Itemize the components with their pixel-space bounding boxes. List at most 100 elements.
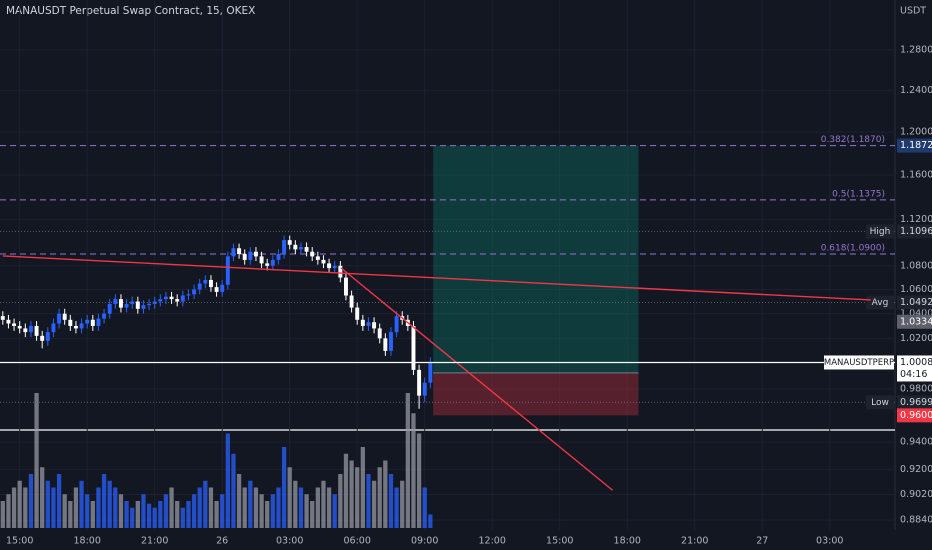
candle-body xyxy=(332,265,337,269)
x-tick-label: 09:00 xyxy=(411,536,438,547)
candle-body xyxy=(85,319,90,324)
candle-body xyxy=(276,254,281,260)
candle-body xyxy=(0,316,5,320)
price-badge-label: 1.0492 xyxy=(900,297,932,308)
candle-body xyxy=(147,303,152,306)
candle-body xyxy=(102,313,107,319)
price-badge xyxy=(897,295,932,310)
volume-bar xyxy=(281,447,287,528)
candle-body xyxy=(208,279,213,288)
volume-bar xyxy=(175,501,180,528)
candle-body xyxy=(175,299,180,302)
candle-body xyxy=(130,301,135,304)
volume-bar xyxy=(96,487,101,528)
chart-title: MANAUSDT Perpetual Swap Contract, 15, OK… xyxy=(6,5,255,17)
candle-body xyxy=(73,325,78,329)
y-tick-label: 1.2800 xyxy=(900,44,932,55)
candle-body xyxy=(237,248,242,255)
candle-body xyxy=(51,323,56,333)
volume-bar xyxy=(214,501,219,528)
fib-label: 0.5(1.1375) xyxy=(832,189,885,199)
marker-name-badge xyxy=(866,224,894,239)
candle-body xyxy=(57,313,62,324)
volume-bar xyxy=(180,507,185,528)
volume-bar xyxy=(28,474,34,528)
stop-badge-label: 0.9600 xyxy=(900,410,932,421)
price-badge xyxy=(897,224,932,239)
candle-body xyxy=(377,328,382,339)
volume-bar xyxy=(231,453,236,528)
volume-bar xyxy=(276,487,281,528)
volume-bar xyxy=(34,393,39,528)
candle-body xyxy=(192,289,197,295)
volume-bar xyxy=(394,487,399,528)
loss-zone xyxy=(433,372,639,416)
volume-bar xyxy=(141,494,146,528)
volume-bar xyxy=(90,501,95,528)
volume-bar xyxy=(343,453,349,528)
volume-bar xyxy=(208,487,214,528)
volume-bar xyxy=(45,480,50,528)
y-tick-label: 1.1600 xyxy=(900,170,932,181)
volume-bar xyxy=(360,447,365,528)
candle-body xyxy=(388,332,393,351)
volume-bar xyxy=(17,480,22,528)
x-tick-label: 18:00 xyxy=(614,536,641,547)
volume-bar xyxy=(85,494,90,528)
candle-body xyxy=(113,299,118,304)
y-tick-label: 1.1200 xyxy=(900,214,932,225)
candle-body xyxy=(225,256,230,285)
volume-bar xyxy=(203,480,208,528)
candle-body xyxy=(12,323,17,326)
candle-body xyxy=(107,303,112,314)
candle-body xyxy=(197,283,202,290)
candle-body xyxy=(180,295,185,302)
candle-body xyxy=(349,295,354,308)
candle-body xyxy=(90,319,95,326)
candle-body xyxy=(287,240,292,245)
candle-body xyxy=(118,299,123,308)
profit-zone xyxy=(433,145,639,373)
y-tick-label: 0.8840 xyxy=(900,515,932,526)
candle-body xyxy=(220,284,225,292)
volume-bar xyxy=(107,480,112,528)
currency-label: USDT xyxy=(900,6,926,17)
volume-bar xyxy=(79,480,84,528)
trendline xyxy=(340,267,614,491)
candle-body xyxy=(40,335,45,341)
candle-body xyxy=(163,296,168,300)
volume-bar xyxy=(388,474,394,528)
x-tick-label: 15:00 xyxy=(6,536,33,547)
volume-bar xyxy=(383,460,388,528)
volume-bar xyxy=(51,487,56,528)
volume-bar xyxy=(220,494,225,528)
volume-bar xyxy=(400,480,405,528)
candle-body xyxy=(158,299,163,302)
y-tick-label: 0.9800 xyxy=(900,384,932,395)
x-tick-label: 15:00 xyxy=(546,536,573,547)
x-tick-label: 21:00 xyxy=(681,536,708,547)
y-tick-label: 1.0400 xyxy=(900,308,932,319)
volume-bar xyxy=(349,460,354,528)
x-tick-label: 03:00 xyxy=(276,536,303,547)
candle-body xyxy=(411,325,416,370)
x-tick-label: 21:00 xyxy=(141,536,168,547)
volume-bar xyxy=(146,503,152,528)
candle-body xyxy=(315,256,320,260)
volume-bar xyxy=(56,474,62,528)
volume-bar xyxy=(135,501,140,528)
y-tick-label: 0.9020 xyxy=(900,489,932,500)
candle-body xyxy=(338,265,343,278)
x-tick-label: 18:00 xyxy=(73,536,100,547)
volume-bar xyxy=(411,413,416,528)
candle-body xyxy=(169,296,174,300)
volume-bar xyxy=(377,467,382,528)
candle-body xyxy=(327,263,332,269)
volume-bar xyxy=(101,474,107,528)
candle-body xyxy=(282,240,287,255)
price-badge xyxy=(897,395,932,410)
candle-body xyxy=(270,259,275,266)
volume-bar xyxy=(428,514,433,528)
